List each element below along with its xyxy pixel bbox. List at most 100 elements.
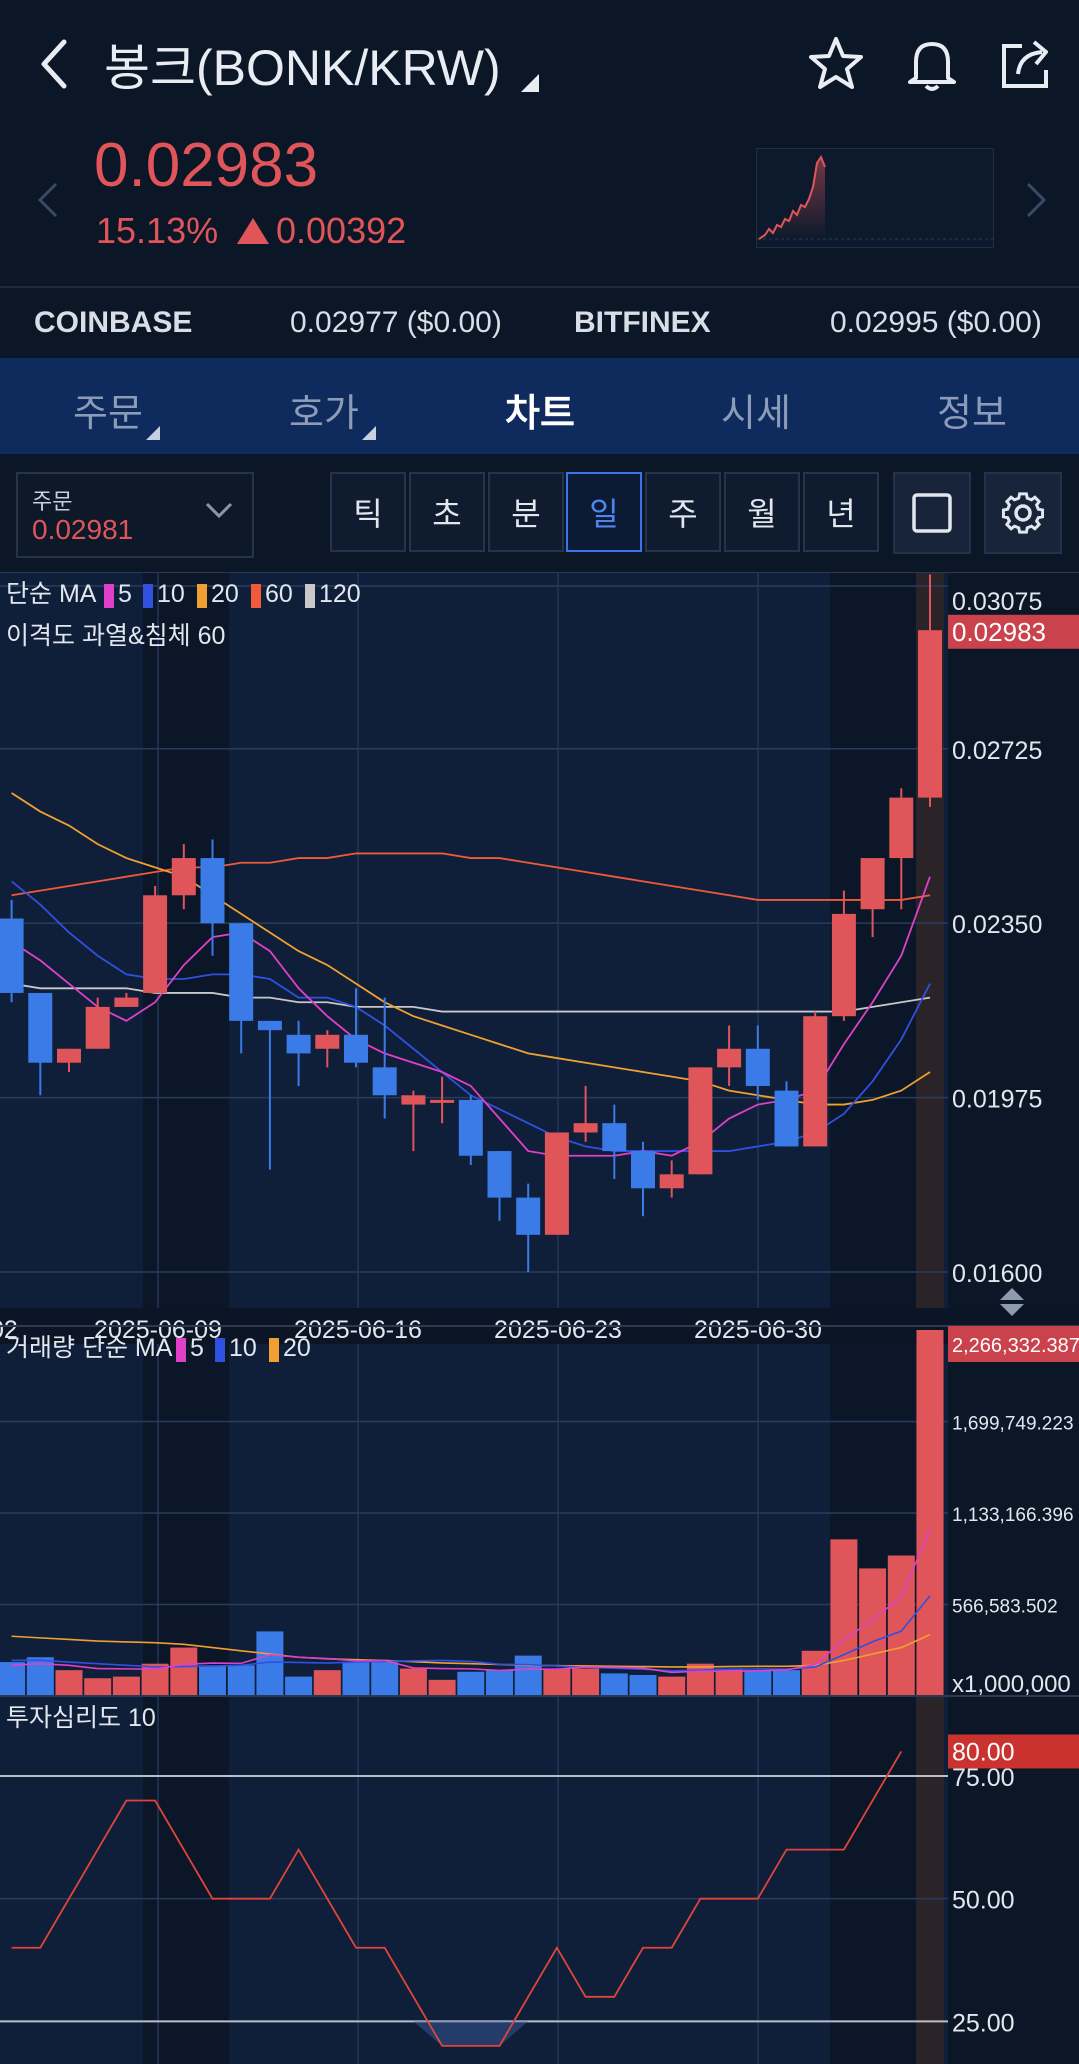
- volume-bar: [486, 1670, 513, 1696]
- candle: [831, 890, 856, 1021]
- period-week[interactable]: 주: [645, 472, 721, 552]
- volume-bar: [285, 1676, 313, 1696]
- chart-settings-button[interactable]: [984, 472, 1062, 554]
- tab-order[interactable]: 주문: [73, 393, 143, 435]
- date-tick-label: 2025-06-16: [294, 1316, 422, 1344]
- ma-legend-period: 60: [265, 580, 293, 608]
- candle: [688, 1067, 713, 1175]
- candle: [372, 997, 397, 1119]
- candle-body: [573, 1123, 598, 1133]
- candle: [430, 1076, 455, 1124]
- candle-body: [200, 858, 225, 924]
- tab-corner-icon: [362, 426, 376, 440]
- coin-title[interactable]: 봉크(BONK/KRW): [104, 40, 501, 96]
- psychology-line: [11, 1751, 903, 2047]
- period-tick[interactable]: 틱: [330, 472, 406, 552]
- candle-body: [85, 1006, 110, 1049]
- candle: [143, 885, 168, 993]
- gear-icon: [1001, 492, 1045, 534]
- ma-legend-period: 20: [211, 580, 239, 608]
- volume-legend-period: 5: [190, 1334, 204, 1362]
- candle-body: [171, 858, 196, 896]
- candle-body: [688, 1067, 713, 1175]
- date-tick-label: 02: [0, 1316, 18, 1344]
- star-icon[interactable]: [806, 34, 866, 94]
- ma120-line: [11, 982, 931, 1013]
- tab-market[interactable]: 시세: [721, 393, 791, 435]
- exchange-name: BITFINEX: [574, 306, 711, 339]
- volume-bar: [170, 1647, 198, 1696]
- chart-area[interactable]: 0.03075 0.02725 0.02350 0.01975 0.01600 0.029…: [0, 572, 1079, 2064]
- volume-bar: [801, 1650, 829, 1696]
- candle-body: [774, 1090, 799, 1147]
- volume-ma20-line: [11, 1633, 931, 1668]
- share-icon[interactable]: [996, 34, 1056, 94]
- candle: [487, 1151, 512, 1221]
- volume-legend-title: 거래량 단순 MA: [6, 1334, 173, 1362]
- candle: [602, 1104, 627, 1179]
- period-minute[interactable]: 분: [488, 472, 564, 552]
- candle: [114, 992, 139, 1007]
- candle-body: [745, 1048, 770, 1086]
- tab-bar: 주문 호가 차트 시세 정보: [0, 358, 1079, 454]
- candle: [315, 1030, 340, 1068]
- volume-tick-label: x1,000,000: [952, 1671, 1071, 1698]
- volume-bar: [313, 1670, 341, 1696]
- chevron-down-icon[interactable]: [204, 500, 234, 520]
- order-dropdown[interactable]: [16, 472, 254, 558]
- candle-body: [631, 1151, 655, 1189]
- volume-bar: [859, 1568, 887, 1696]
- volume-bar: [916, 1330, 944, 1696]
- candle: [659, 1160, 684, 1198]
- date-tick-label: 2025-06-30: [694, 1316, 822, 1344]
- title-dropdown-icon[interactable]: [521, 74, 539, 92]
- candle-body: [257, 1020, 282, 1031]
- volume-bar: [887, 1555, 915, 1696]
- bell-icon[interactable]: [902, 34, 962, 94]
- tab-info[interactable]: 정보: [937, 393, 1007, 435]
- ma-legend-title: 단순 MA: [6, 580, 97, 608]
- candle-body: [372, 1067, 397, 1096]
- candle: [257, 1020, 282, 1170]
- candle: [544, 1132, 569, 1235]
- volume-current-tag: [948, 1326, 1079, 1362]
- candle: [401, 1090, 426, 1152]
- price-tick-label: 0.02350: [952, 911, 1042, 939]
- volume-bar: [342, 1662, 370, 1696]
- prev-coin-icon[interactable]: [36, 180, 60, 220]
- order-label: 주문: [32, 489, 73, 514]
- volume-tick-label: 1,699,749.223: [952, 1414, 1074, 1435]
- candle-body: [28, 992, 53, 1063]
- volume-bar: [371, 1662, 399, 1696]
- drawing-toggle-button[interactable]: [893, 472, 971, 554]
- psychology-tick-label: 75.00: [952, 1764, 1015, 1792]
- candle-body: [803, 1016, 828, 1147]
- candle: [803, 1011, 828, 1147]
- period-day[interactable]: 일: [566, 472, 642, 552]
- period-month[interactable]: 월: [724, 472, 800, 552]
- change-amount: 0.00392: [276, 210, 407, 251]
- volume-tick-label: 1,133,166.396: [952, 1505, 1074, 1526]
- candle: [745, 1025, 770, 1100]
- volume-bar: [686, 1663, 714, 1696]
- candle: [286, 1020, 311, 1086]
- volume-bar: [744, 1670, 772, 1696]
- back-arrow-icon[interactable]: [36, 36, 76, 92]
- period-second[interactable]: 초: [409, 472, 485, 552]
- next-coin-icon[interactable]: [1024, 180, 1048, 220]
- tab-chart[interactable]: 차트: [505, 393, 575, 435]
- period-year[interactable]: 년: [803, 472, 879, 552]
- candle: [717, 1025, 742, 1086]
- candle-body: [344, 1034, 368, 1063]
- candle-body: [229, 923, 254, 1021]
- legend-swatch: [104, 584, 114, 608]
- volume-bar: [428, 1679, 456, 1696]
- candle: [229, 923, 254, 1054]
- candle-body: [889, 797, 914, 859]
- candle-body: [315, 1034, 340, 1049]
- mini-sparkline[interactable]: [756, 148, 994, 248]
- candle-body: [458, 1099, 483, 1156]
- volume-bar: [399, 1668, 427, 1696]
- price-tick-label: 0.02725: [952, 737, 1042, 765]
- tab-orderbook[interactable]: 호가: [289, 393, 359, 435]
